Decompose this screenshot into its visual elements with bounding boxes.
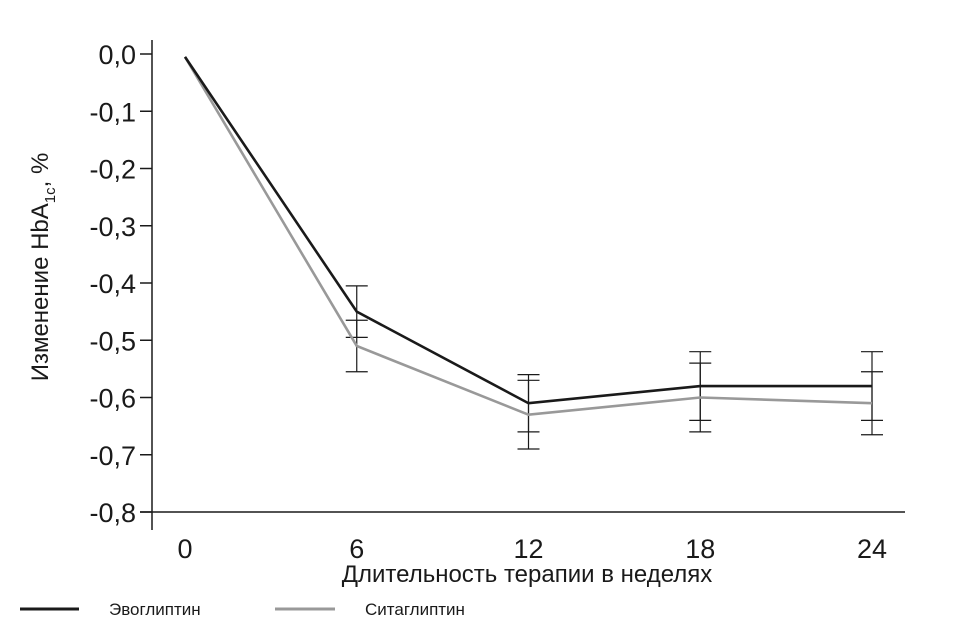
x-axis-title: Длительность терапии в неделях xyxy=(342,561,713,588)
svg-text:Изменение HbA1c, %: Изменение HbA1c, % xyxy=(27,153,59,382)
series-line-sitagliptin xyxy=(183,56,873,417)
axes xyxy=(140,40,905,530)
y-tick-label: -0,3 xyxy=(89,212,136,242)
x-tick-label: 18 xyxy=(685,534,715,564)
legend-label-sitagliptin: Ситаглиптин xyxy=(365,600,465,619)
y-tick-label: -0,5 xyxy=(89,326,136,356)
y-tick-label: -0,6 xyxy=(89,384,136,414)
y-axis-ticks: 0,0 -0,1 -0,2 -0,3 -0,4 -0,5 -0,6 -0,7 -0,8 xyxy=(89,40,152,528)
x-tick-label: 12 xyxy=(513,534,543,564)
y-tick-label: -0,4 xyxy=(89,269,136,299)
series-line-evogliptin xyxy=(183,56,872,405)
error-bars xyxy=(345,285,883,450)
y-axis-title-sub: 1c xyxy=(42,187,59,203)
y-axis-title-main: Изменение HbA xyxy=(27,203,54,381)
x-axis-ticks: 0 6 12 18 24 xyxy=(177,534,887,564)
y-tick-label: -0,1 xyxy=(89,97,136,127)
y-tick-label: -0,2 xyxy=(89,155,136,185)
series-lines xyxy=(183,56,873,417)
x-tick-label: 0 xyxy=(177,534,192,564)
legend-label-evogliptin: Эвоглиптин xyxy=(109,600,201,619)
y-axis-title: Изменение HbA1c, % xyxy=(27,153,59,382)
x-tick-label: 24 xyxy=(857,534,887,564)
y-tick-label: -0,7 xyxy=(89,441,136,471)
x-tick-label: 6 xyxy=(349,534,364,564)
y-tick-label: 0,0 xyxy=(98,40,136,70)
legend: Эвоглиптин Ситаглиптин xyxy=(20,600,465,619)
y-axis-title-suffix: , % xyxy=(27,153,54,188)
y-tick-label: -0,8 xyxy=(89,498,136,528)
